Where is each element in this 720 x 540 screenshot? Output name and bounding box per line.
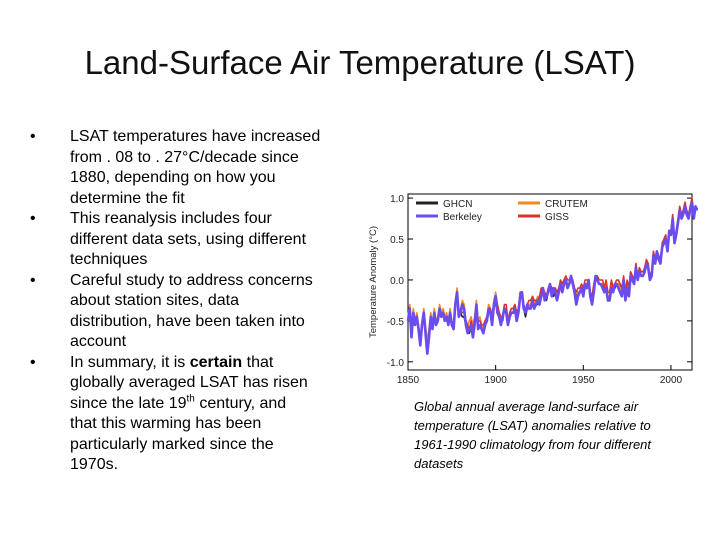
y-axis-label: Temperature Anomaly (°C) [368,226,379,338]
bullet-line: about station sites, data [70,292,239,309]
bullet-line: that this warming has been [70,415,262,432]
bullet-line: different data sets, using different [70,230,307,248]
bullet-list: • LSAT temperatures have increased from … [30,127,360,476]
bullet-line: This reanalysis includes four [70,210,272,227]
y-tick-label: -0.5 [387,317,405,328]
y-tick-label: -1.0 [387,358,405,369]
caption-line: 1961-1990 climatology from four differen… [414,437,652,452]
x-tick-label: 2000 [660,375,683,386]
bullet-marker: • [30,271,36,289]
bullet-line: globally averaged LSAT has risen [70,374,308,391]
slide-title: Land-Surface Air Temperature (LSAT) [84,44,636,81]
x-tick-label: 1950 [572,375,595,386]
bullet-line: 1880, depending on how you [70,169,276,186]
legend-label: CRUTEM [545,199,588,210]
caption-line: datasets [414,456,464,471]
bullet-line: from . 08 to . 27°C/decade since [70,148,299,166]
bullet-line: 1970s. [70,456,119,473]
bullet-marker: • [30,128,36,145]
series-line-berkeley [406,200,698,355]
bullet-line: determine the fit [70,189,185,207]
plot-frame [407,193,693,371]
bullet-emphasis: certain [189,353,243,371]
bullet-line: particularly marked since the [70,435,274,453]
bullet-text: since the late 19 [70,394,187,412]
legend-label: GISS [545,212,569,223]
bullet-marker: • [30,353,36,371]
legend-label: GHCN [443,199,472,210]
bullet-text: that [242,353,274,371]
caption-line: Global annual average land-surface air [414,399,639,414]
bullet-item: • In summary, it is certain that globall… [30,353,360,476]
bullet-item: • LSAT temperatures have increased from … [30,127,360,209]
bullet-line: account [70,333,127,350]
y-tick-label: 0.5 [390,235,404,246]
bullet-line: techniques [70,251,148,268]
bullet-line: distribution, have been taken into [70,312,305,330]
bullet-text: century, and [194,394,287,412]
bullet-line: LSAT temperatures have increased [70,128,321,145]
temperature-anomaly-chart: 1.0 0.5 0.0 -0.5 -1.0 1850 1900 1950 2000 Tempera… [368,193,698,386]
bullet-text: In summary, it is [70,353,190,371]
bullet-marker: • [30,210,36,227]
caption-line: temperature (LSAT) anomalies relative to [414,418,651,433]
bullet-item: • This reanalysis includes four differen… [30,209,360,271]
x-tick-label: 1900 [485,375,508,386]
figure-caption: Global annual average land-surface air t… [414,397,704,473]
y-tick-label: 0.0 [390,276,404,287]
y-tick-label: 1.0 [390,194,404,205]
superscript: th [186,393,195,405]
legend-label: Berkeley [443,212,482,223]
bullet-item: • Careful study to address concerns abou… [30,271,360,353]
bullet-line: Careful study to address concerns [70,271,313,289]
x-tick-label: 1850 [397,375,420,386]
